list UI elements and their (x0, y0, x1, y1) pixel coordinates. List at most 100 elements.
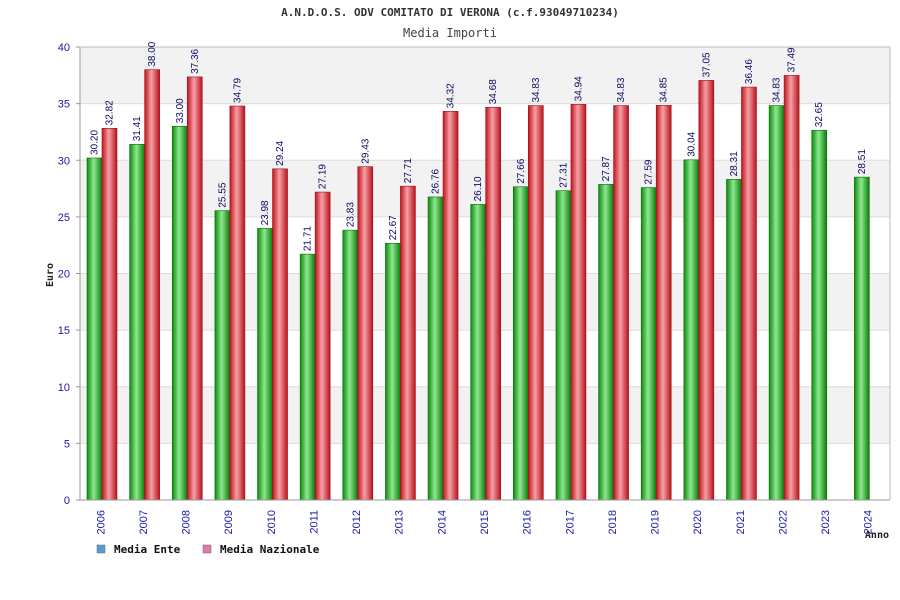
bar-media-ente-2020 (683, 159, 700, 501)
value-label-nazionale-2006: 32.82 (105, 100, 116, 125)
x-tick-label: 2018 (607, 510, 619, 534)
x-tick-label: 2013 (394, 510, 406, 534)
x-tick-label: 2009 (223, 510, 235, 534)
bar-media-ente-2008 (171, 125, 188, 501)
value-label-ente-2018: 27.87 (601, 156, 612, 181)
bar-media-nazionale-2012 (357, 166, 374, 501)
value-label-ente-2006: 30.20 (90, 130, 101, 155)
value-label-ente-2022: 34.83 (772, 77, 783, 102)
bar-media-nazionale-2016 (528, 105, 544, 501)
x-tick-label: 2011 (308, 510, 320, 534)
bar-media-ente-2015 (470, 204, 486, 501)
bar-media-nazionale-2019 (655, 105, 672, 501)
value-label-nazionale-2018: 34.83 (616, 77, 627, 102)
x-tick-label: 2012 (351, 510, 363, 534)
bar-media-ente-2018 (598, 184, 614, 501)
chart-title: A.N.D.O.S. ODV COMITATO DI VERONA (c.f.9… (281, 6, 619, 19)
bar-media-ente-2014 (427, 196, 444, 501)
bar-media-nazionale-2020 (698, 80, 715, 501)
value-label-nazionale-2015: 34.68 (488, 79, 499, 104)
value-label-nazionale-2017: 34.94 (573, 76, 584, 101)
y-tick-label: 25 (58, 212, 70, 224)
value-label-ente-2023: 32.65 (814, 102, 825, 127)
bar-media-ente-2021 (726, 179, 742, 501)
x-tick-label: 2006 (95, 510, 107, 534)
y-tick-label: 35 (58, 99, 70, 111)
x-axis: 2006 2007 2008 2009 2010 2011 2012 2013 2014 2015… (80, 499, 890, 534)
value-label-nazionale-2007: 38.00 (147, 41, 158, 66)
bar-media-nazionale-2013 (400, 185, 416, 501)
value-label-ente-2019: 27.59 (644, 159, 655, 184)
value-label-nazionale-2010: 29.24 (275, 140, 286, 165)
bar-media-nazionale-2011 (314, 191, 331, 501)
value-label-nazionale-2021: 36.46 (744, 59, 755, 84)
bar-media-nazionale-2007 (144, 69, 160, 501)
x-axis-label: Anno (865, 530, 889, 541)
x-tick-label: 2010 (266, 510, 278, 534)
value-label-nazionale-2014: 34.32 (446, 83, 457, 108)
bar-media-ente-2013 (385, 242, 401, 501)
value-label-nazionale-2012: 29.43 (360, 138, 371, 163)
bar-media-ente-2017 (555, 190, 572, 501)
legend-label-media-nazionale: Media Nazionale (220, 543, 320, 556)
value-label-ente-2016: 27.66 (516, 158, 527, 183)
x-tick-label: 2021 (735, 510, 747, 534)
value-label-nazionale-2011: 27.19 (318, 164, 329, 189)
y-tick-label: 5 (64, 438, 70, 450)
value-label-nazionale-2016: 34.83 (531, 77, 542, 102)
value-label-ente-2007: 31.41 (132, 116, 143, 141)
y-tick-label: 40 (58, 42, 70, 54)
bar-media-ente-2023 (811, 129, 828, 501)
value-label-ente-2014: 26.76 (431, 168, 442, 193)
value-label-ente-2010: 23.98 (260, 200, 271, 225)
y-axis: 0 5 10 15 20 25 30 35 40 (58, 42, 891, 507)
bar-media-nazionale-2021 (741, 86, 757, 501)
bar-media-nazionale-2022 (783, 75, 800, 501)
bar-media-ente-2022 (768, 105, 785, 501)
x-tick-label: 2014 (436, 510, 448, 534)
bar-media-ente-2010 (257, 228, 273, 501)
bar-media-ente-2006 (86, 157, 103, 501)
value-label-ente-2013: 22.67 (388, 215, 399, 240)
bar-media-ente-2016 (513, 186, 529, 501)
value-label-ente-2024: 28.51 (857, 149, 868, 174)
value-label-nazionale-2022: 37.49 (787, 47, 798, 72)
bar-media-nazionale-2010 (272, 168, 288, 501)
y-tick-label: 20 (58, 269, 70, 281)
y-tick-label: 10 (58, 382, 70, 394)
x-tick-label: 2019 (650, 510, 662, 534)
value-label-ente-2011: 21.71 (303, 226, 314, 251)
x-tick-label: 2020 (692, 510, 704, 534)
y-tick-label: 0 (64, 495, 70, 507)
value-label-nazionale-2020: 37.05 (701, 52, 712, 77)
chart-subtitle: Media Importi (403, 26, 497, 40)
value-label-ente-2009: 25.55 (217, 182, 228, 207)
bar-media-nazionale-2009 (229, 105, 246, 501)
x-tick-label: 2007 (138, 510, 150, 534)
legend: Media Ente Media Nazionale (96, 543, 320, 556)
x-tick-label: 2022 (777, 510, 789, 534)
value-label-ente-2021: 28.31 (729, 151, 740, 176)
bar-media-nazionale-2018 (613, 105, 629, 501)
bar-media-nazionale-2017 (570, 104, 587, 501)
y-tick-label: 30 (58, 155, 70, 167)
x-tick-label: 2017 (564, 510, 576, 534)
value-label-ente-2017: 27.31 (558, 162, 569, 187)
bar-media-ente-2024 (854, 176, 870, 501)
x-tick-label: 2024 (863, 510, 875, 534)
legend-swatch-media-nazionale (202, 544, 212, 554)
x-tick-label: 2023 (820, 510, 832, 534)
bar-media-nazionale-2006 (101, 128, 118, 501)
bar-media-nazionale-2008 (186, 76, 203, 501)
y-tick-label: 15 (58, 325, 70, 337)
value-label-nazionale-2013: 27.71 (403, 158, 414, 183)
value-label-ente-2008: 33.00 (175, 98, 186, 123)
value-label-nazionale-2008: 37.36 (190, 48, 201, 73)
value-label-ente-2012: 23.83 (345, 202, 356, 227)
bar-media-ente-2019 (640, 187, 657, 501)
bar-media-nazionale-2014 (442, 111, 459, 501)
value-label-nazionale-2009: 34.79 (232, 78, 243, 103)
x-tick-label: 2008 (181, 510, 193, 534)
value-label-ente-2020: 30.04 (686, 131, 697, 156)
